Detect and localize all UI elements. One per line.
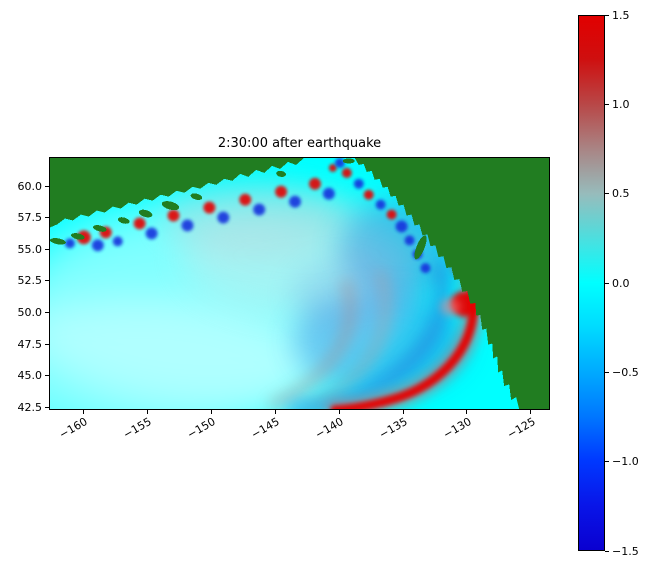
source-spot	[353, 178, 364, 189]
chart-title: 2:30:00 after earthquake	[217, 136, 382, 151]
colorbar-tick-label: 1.5	[612, 8, 630, 22]
x-tick-mark	[530, 410, 532, 414]
y-tick-label: 55.0	[17, 242, 43, 256]
x-tick-label: −150	[185, 415, 218, 442]
wave-amplitude-blob	[50, 296, 314, 409]
island	[161, 201, 180, 211]
island	[50, 238, 66, 245]
y-tick-mark	[45, 343, 49, 345]
y-tick-label: 60.0	[17, 179, 43, 193]
colorbar-tick-mark	[605, 550, 609, 552]
source-spot	[404, 235, 415, 246]
colorbar-tick-label: 1.0	[612, 97, 630, 111]
x-tick-label: −155	[121, 415, 154, 442]
x-tick-mark	[274, 410, 276, 414]
wavefront-arc	[268, 279, 357, 409]
heatmap-canvas	[50, 158, 549, 409]
colorbar-tick-label: 0.5	[612, 187, 630, 201]
island	[117, 217, 130, 224]
source-spot	[145, 227, 158, 240]
source-spot	[308, 177, 321, 190]
x-tick-mark	[466, 410, 468, 414]
source-spot	[217, 211, 230, 224]
source-spot	[167, 209, 180, 222]
source-spot	[386, 209, 397, 220]
colorbar-tick-mark	[605, 371, 609, 373]
land-polygon	[50, 158, 304, 228]
x-tick-label: −140	[312, 415, 346, 442]
x-tick-label: −130	[440, 415, 474, 442]
island	[414, 235, 427, 260]
source-spot	[375, 199, 386, 210]
source-spot	[91, 239, 104, 252]
colorbar-tick-mark	[605, 103, 609, 105]
island	[71, 233, 85, 240]
y-tick-mark	[45, 248, 49, 250]
wave-amplitude-blob	[159, 183, 349, 256]
source-spot	[133, 217, 146, 230]
source-spot	[64, 238, 75, 249]
source-spot	[289, 195, 301, 208]
colorbar-tick-label: −1.0	[612, 455, 639, 469]
y-tick-mark	[45, 280, 49, 282]
source-spot	[239, 193, 252, 206]
y-tick-label: 42.5	[17, 400, 43, 414]
y-tick-label: 57.5	[17, 211, 43, 225]
x-tick-label: −160	[57, 415, 90, 442]
colorbar-tick-mark	[605, 282, 609, 284]
source-spot	[334, 158, 345, 168]
y-tick-mark	[45, 406, 49, 408]
colorbar-tick-mark	[605, 193, 609, 195]
colorbar-tick-mark	[605, 461, 609, 463]
wavefront-arc	[330, 278, 478, 409]
plot-area	[49, 157, 550, 410]
island	[190, 193, 203, 200]
island	[342, 158, 355, 164]
source-spot	[112, 236, 123, 247]
y-tick-label: 50.0	[17, 306, 43, 320]
x-tick-label: −125	[504, 415, 538, 442]
y-tick-label: 47.5	[17, 337, 43, 351]
colorbar	[578, 15, 605, 551]
x-tick-mark	[146, 410, 148, 414]
wavefront-arc	[305, 270, 391, 409]
colorbar-tick-label: −1.5	[612, 544, 639, 558]
coastal-peak-blob	[440, 297, 461, 316]
colorbar-tick-label: −0.5	[612, 365, 639, 379]
source-spot	[363, 189, 374, 200]
x-tick-mark	[402, 410, 404, 414]
y-tick-mark	[45, 217, 49, 219]
island	[276, 170, 287, 177]
x-tick-mark	[210, 410, 212, 414]
x-tick-label: −135	[376, 415, 410, 442]
land-polygon	[354, 158, 549, 409]
source-spot	[395, 220, 408, 233]
colorbar-tick-mark	[605, 14, 609, 16]
source-spot	[275, 185, 288, 198]
y-tick-label: 52.5	[17, 274, 43, 288]
colorbar-tick-label: 0.0	[612, 276, 630, 290]
island	[138, 209, 153, 218]
y-tick-label: 45.0	[17, 369, 43, 383]
x-tick-label: −145	[249, 415, 282, 442]
island	[92, 225, 107, 232]
x-tick-mark	[83, 410, 84, 414]
y-tick-mark	[45, 185, 49, 187]
source-spot	[181, 219, 194, 232]
source-spot	[253, 203, 266, 216]
source-spot	[203, 201, 216, 214]
source-spot	[328, 163, 337, 172]
source-spot	[341, 167, 352, 178]
source-spot	[322, 187, 335, 200]
source-spot	[420, 263, 431, 274]
y-tick-mark	[45, 312, 49, 314]
y-tick-mark	[45, 375, 49, 377]
x-tick-mark	[338, 410, 340, 414]
